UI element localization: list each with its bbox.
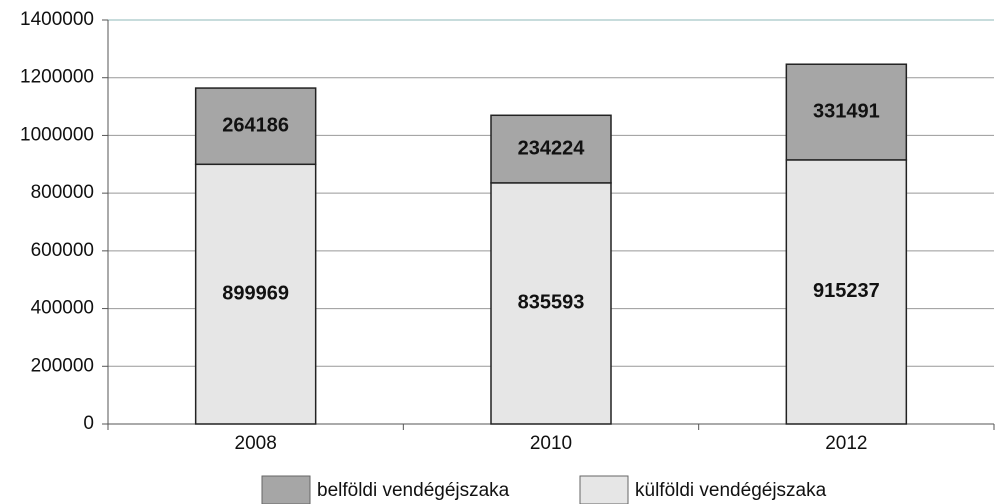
x-tick-label: 2010 — [530, 433, 572, 454]
bar-segment — [490, 114, 612, 184]
y-tick-label: 1400000 — [20, 9, 94, 30]
legend-label: külföldi vendégéjszaka — [635, 480, 827, 501]
data-label: 264186 — [222, 114, 289, 136]
y-tick-label: 600000 — [31, 240, 94, 261]
legend-swatch — [579, 475, 629, 504]
bar-segment — [490, 182, 612, 425]
data-label: 234224 — [518, 137, 586, 159]
y-tick-label: 1200000 — [20, 67, 94, 88]
data-label: 915237 — [813, 280, 880, 302]
data-label: 331491 — [813, 100, 880, 122]
bar-segment — [785, 63, 908, 161]
y-tick-label: 0 — [83, 413, 94, 434]
y-tick-label: 800000 — [31, 182, 94, 203]
legend-label: belföldi vendégéjszaka — [317, 480, 510, 501]
y-tick-label: 200000 — [31, 355, 94, 376]
data-label: 899969 — [222, 282, 289, 304]
data-label: 835593 — [518, 292, 585, 314]
x-tick-label: 2008 — [235, 433, 277, 454]
legend-swatch — [261, 475, 311, 504]
x-tick-label: 2012 — [825, 433, 867, 454]
y-tick-label: 1000000 — [20, 124, 94, 145]
bar-segment — [785, 159, 908, 425]
bar-segment — [194, 87, 317, 166]
y-tick-label: 400000 — [31, 298, 94, 319]
bar-segment — [194, 163, 317, 425]
